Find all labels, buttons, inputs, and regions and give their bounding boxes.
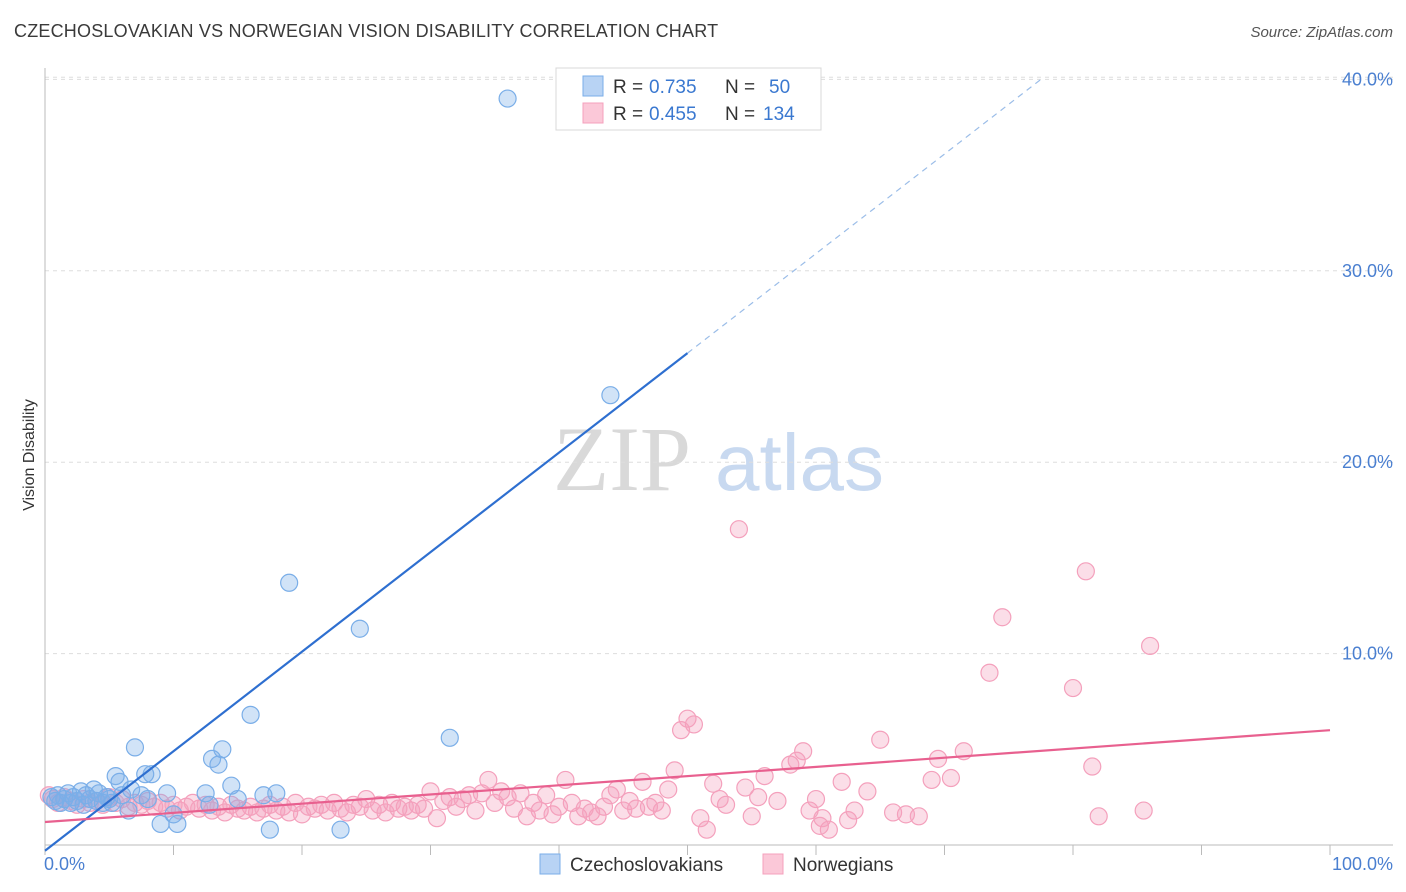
czechoslovakian-point xyxy=(213,740,232,759)
norwegian-point xyxy=(665,761,684,780)
norwegian-point xyxy=(941,768,961,788)
czechoslovakian-point xyxy=(267,784,286,803)
norwegian-point xyxy=(736,778,755,797)
norwegian-point xyxy=(810,816,829,835)
norwegian-point xyxy=(652,801,671,820)
y-tick-label: 10.0% xyxy=(1342,644,1393,664)
bottom-swatch-norwegians xyxy=(762,853,784,875)
czechoslovakian-point xyxy=(209,755,228,774)
norwegian-point xyxy=(716,795,736,814)
norwegian-point xyxy=(1083,757,1102,776)
norwegian-point xyxy=(659,780,678,799)
norwegian-point xyxy=(1134,801,1153,820)
norwegian-point xyxy=(832,772,851,791)
czechoslovakian-point xyxy=(260,820,279,839)
legend-r-value-1: 0.735 xyxy=(649,77,697,98)
bottom-legend-norwegians: Norwegians xyxy=(793,855,893,876)
norwegian-point xyxy=(819,820,838,839)
czechoslovakian-point xyxy=(112,786,132,805)
czechoslovakian-point xyxy=(196,784,215,803)
bottom-swatch-czechoslovakians xyxy=(539,853,561,875)
czechoslovakian-point xyxy=(331,820,350,839)
czechoslovakian-point xyxy=(125,738,145,757)
norwegian-point xyxy=(909,807,928,826)
czechoslovakian-point xyxy=(102,793,121,812)
czechoslovakian-point xyxy=(280,573,299,592)
czechoslovakian-point xyxy=(228,789,247,809)
source-credit: Source: ZipAtlas.com xyxy=(1250,24,1393,41)
czechoslovakian-point xyxy=(350,619,369,638)
czechoslovakian-point xyxy=(601,386,620,405)
legend-swatch-norwegians xyxy=(582,102,604,124)
norwegian-point xyxy=(1140,636,1160,656)
norwegian-point xyxy=(466,801,485,820)
y-tick-labels: 10.0% 20.0% 30.0% 40.0% xyxy=(1342,69,1393,663)
norwegian-trend-line xyxy=(44,729,1331,824)
norwegian-point xyxy=(594,797,614,816)
legend-n-value-2: 134 xyxy=(763,104,795,125)
norwegian-point xyxy=(839,811,858,830)
norwegian-point xyxy=(749,788,768,807)
norwegian-point xyxy=(633,772,652,791)
norwegian-point xyxy=(1076,562,1095,581)
x-tick-min: 0.0% xyxy=(44,854,85,874)
norwegian-point xyxy=(922,770,941,790)
gridlines xyxy=(45,76,1393,655)
legend-n-value-1: 50 xyxy=(769,77,790,98)
czechoslovakian-point xyxy=(157,784,177,803)
norwegian-point xyxy=(1063,678,1083,698)
series-legend: Czechoslovakians Norwegians xyxy=(539,853,893,876)
czechoslovakian-trend-line xyxy=(44,352,689,852)
legend-r-label-1: R = xyxy=(613,77,643,98)
czechoslovakian-point xyxy=(241,705,260,724)
norwegian-point xyxy=(768,791,787,811)
legend-r-label-2: R = xyxy=(613,104,643,125)
norwegian-point xyxy=(845,801,864,820)
bottom-legend-czechoslovakians: Czechoslovakians xyxy=(570,855,723,876)
norwegian-point xyxy=(704,774,723,793)
y-axis-label: Vision Disability xyxy=(21,399,38,511)
czechoslovakian-point xyxy=(440,728,459,747)
norwegian-point xyxy=(794,742,813,761)
chart-title: CZECHOSLOVAKIAN VS NORWEGIAN VISION DISA… xyxy=(14,21,719,41)
norwegian-point xyxy=(1089,807,1108,826)
czechoslovakians-points xyxy=(42,89,620,839)
norwegian-point xyxy=(691,809,710,828)
legend-n-label-1: N = xyxy=(725,77,755,98)
norwegian-point xyxy=(806,789,826,809)
stats-legend: R = 0.735 N = 50 R = 0.455 N = 134 xyxy=(555,67,822,131)
norwegian-point xyxy=(858,782,877,801)
norwegian-point xyxy=(414,799,434,818)
norwegian-point xyxy=(479,770,498,790)
norwegian-point xyxy=(871,730,890,749)
trend-lines xyxy=(44,78,1331,852)
x-tick-max: 100.0% xyxy=(1332,854,1393,874)
norwegian-point xyxy=(697,820,716,839)
legend-n-label-2: N = xyxy=(725,104,755,125)
norwegian-point xyxy=(993,608,1012,627)
czechoslovakian-point xyxy=(138,789,157,809)
norwegian-point xyxy=(427,809,447,828)
norwegian-point xyxy=(588,807,607,826)
czechoslovakian-point xyxy=(168,814,187,834)
norwegian-point xyxy=(742,807,761,826)
watermark-zip: ZIP xyxy=(553,408,691,510)
y-tick-label: 40.0% xyxy=(1342,69,1393,89)
norwegian-point xyxy=(684,715,704,734)
legend-swatch-czechoslovakians xyxy=(582,75,604,97)
czechoslovakian-point xyxy=(498,89,517,108)
norwegian-point xyxy=(729,520,749,539)
y-tick-label: 30.0% xyxy=(1342,261,1393,281)
czechoslovakian-trend-extension xyxy=(687,78,1042,354)
y-tick-label: 20.0% xyxy=(1342,452,1393,472)
norwegian-point xyxy=(980,663,999,682)
legend-r-value-2: 0.455 xyxy=(649,104,697,125)
